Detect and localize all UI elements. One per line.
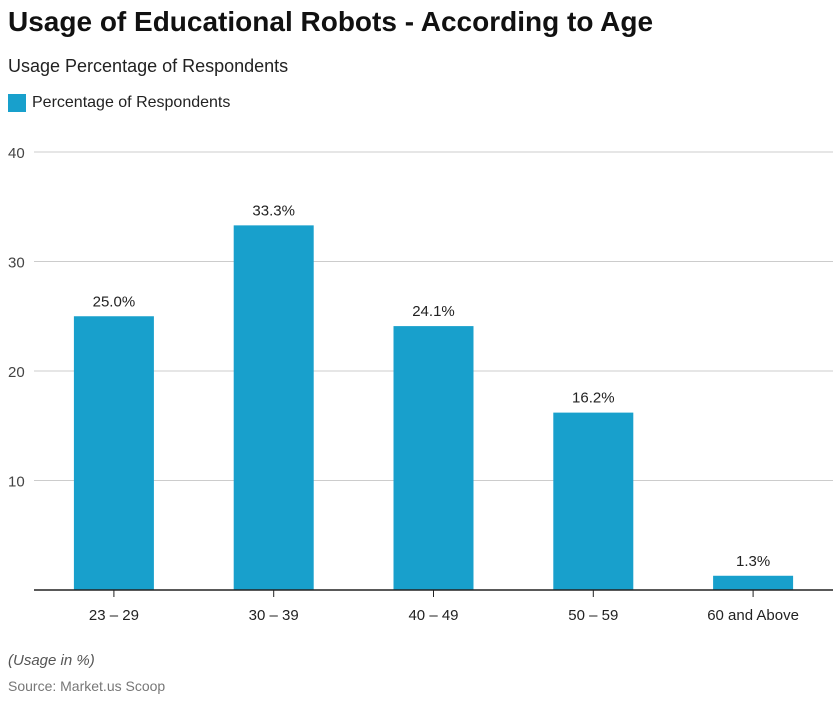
bar [233, 225, 314, 591]
legend-swatch [8, 94, 26, 112]
x-tick-label: 40 – 49 [408, 607, 458, 624]
y-tick-label: 10 [8, 474, 25, 491]
bar [73, 316, 154, 590]
y-tick-label: 40 [8, 145, 25, 162]
chart-subtitle: Usage Percentage of Respondents [8, 56, 289, 76]
bar [553, 412, 634, 590]
data-label: 1.3% [736, 553, 770, 570]
y-tick-label: 30 [8, 255, 25, 272]
x-tick-label: 23 – 29 [89, 607, 139, 624]
source-note: Source: Market.us Scoop [8, 678, 166, 694]
data-label: 16.2% [572, 390, 615, 407]
bar [393, 326, 474, 590]
legend: Percentage of Respondents [8, 94, 230, 112]
x-tick-label: 30 – 39 [249, 607, 299, 624]
x-tick-label: 50 – 59 [568, 607, 618, 624]
data-label: 24.1% [412, 303, 455, 320]
legend-label: Percentage of Respondents [32, 94, 231, 111]
bar [713, 575, 794, 590]
data-label: 33.3% [252, 202, 295, 219]
x-tick-label: 60 and Above [707, 607, 799, 624]
y-tick-label: 20 [8, 364, 25, 381]
chart-title: Usage of Educational Robots - According … [8, 6, 654, 37]
units-note: (Usage in %) [8, 652, 95, 669]
data-label: 25.0% [93, 293, 136, 310]
